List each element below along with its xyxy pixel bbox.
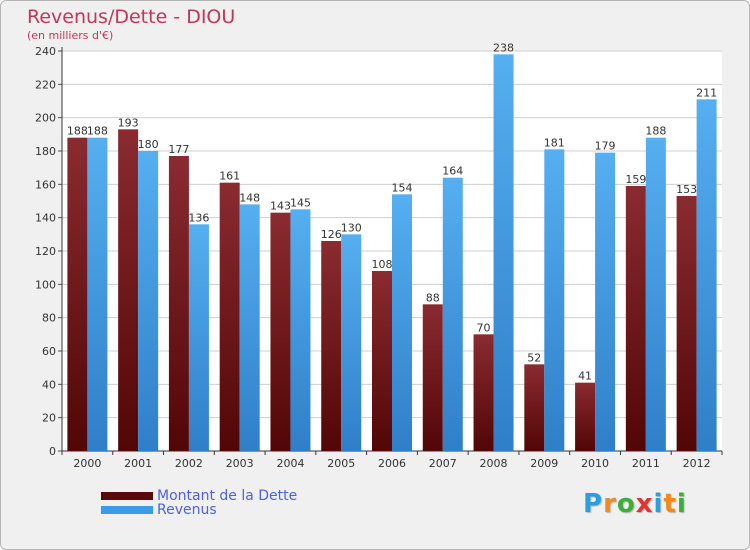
x-tick-label: 2009 xyxy=(530,457,558,470)
y-tick-label: 140 xyxy=(35,212,56,225)
bar-dette xyxy=(422,304,443,451)
data-label-dette: 161 xyxy=(219,170,240,183)
proxiti-logo: Proxiti xyxy=(583,489,687,519)
y-tick-label: 120 xyxy=(35,245,56,258)
x-tick-label: 2006 xyxy=(378,457,406,470)
bar-revenus xyxy=(87,137,108,451)
bar-revenus xyxy=(392,194,412,452)
legend-label-dette: Montant de la Dette xyxy=(157,488,298,504)
bar-revenus xyxy=(239,204,260,451)
x-tick-label: 2004 xyxy=(276,457,304,470)
bar-revenus xyxy=(138,151,159,451)
bar-revenus xyxy=(188,224,209,451)
data-label-dette: 177 xyxy=(168,143,189,156)
bar-revenus xyxy=(290,209,311,451)
data-label-revenus: 130 xyxy=(341,221,362,234)
data-label-dette: 193 xyxy=(118,116,139,129)
x-tick-label: 2003 xyxy=(226,457,254,470)
x-tick-label: 2011 xyxy=(632,457,660,470)
data-label-dette: 41 xyxy=(578,370,592,383)
y-tick-label: 100 xyxy=(35,278,56,291)
data-label-revenus: 145 xyxy=(290,196,311,209)
bar-dette xyxy=(219,182,240,451)
x-tick-label: 2008 xyxy=(480,457,508,470)
data-label-dette: 88 xyxy=(426,291,440,304)
data-label-revenus: 164 xyxy=(442,165,463,178)
x-tick-label: 2000 xyxy=(73,457,101,470)
bar-dette xyxy=(168,156,189,451)
data-label-dette: 70 xyxy=(477,321,491,334)
bar-revenus xyxy=(544,149,565,452)
y-tick-label: 60 xyxy=(42,345,56,358)
legend-swatch-revenus xyxy=(101,506,153,514)
data-label-dette: 108 xyxy=(372,258,393,271)
x-tick-label: 2001 xyxy=(124,457,152,470)
bar-dette xyxy=(524,364,545,451)
x-tick-label: 2005 xyxy=(327,457,355,470)
legend-label-revenus: Revenus xyxy=(157,502,217,518)
bar-dette xyxy=(575,382,596,451)
y-tick-label: 180 xyxy=(35,145,56,158)
data-label-revenus: 238 xyxy=(493,41,514,54)
bar-dette xyxy=(625,186,646,451)
data-label-revenus: 211 xyxy=(696,86,717,99)
legend-item-dette: Montant de la Dette xyxy=(101,488,298,504)
bar-revenus xyxy=(341,234,362,451)
data-label-revenus: 136 xyxy=(188,211,209,224)
chart-subtitle: (en milliers d'€) xyxy=(27,29,114,42)
x-tick-label: 2007 xyxy=(429,457,457,470)
bar-revenus xyxy=(595,152,616,451)
bar-revenus xyxy=(442,177,463,451)
legend-item-revenus: Revenus xyxy=(101,502,217,518)
data-label-revenus: 180 xyxy=(138,138,159,151)
data-label-dette: 143 xyxy=(270,200,291,213)
legend-swatch-dette xyxy=(101,492,153,500)
chart-title: Revenus/Dette - DIOU xyxy=(27,6,236,28)
data-label-revenus: 188 xyxy=(645,125,666,138)
y-tick-label: 40 xyxy=(42,378,56,391)
y-tick-label: 20 xyxy=(42,412,56,425)
bar-dette xyxy=(473,334,494,451)
data-label-dette: 126 xyxy=(321,228,342,241)
x-tick-label: 2002 xyxy=(175,457,203,470)
data-label-revenus: 148 xyxy=(239,191,260,204)
y-tick-label: 0 xyxy=(49,445,56,458)
data-label-revenus: 179 xyxy=(595,140,616,153)
y-tick-label: 220 xyxy=(35,78,56,91)
data-label-revenus: 188 xyxy=(87,125,108,138)
y-tick-label: 200 xyxy=(35,112,56,125)
bar-dette xyxy=(67,137,88,451)
y-tick-label: 160 xyxy=(35,178,56,191)
data-label-dette: 188 xyxy=(67,125,88,138)
bar-dette xyxy=(321,241,342,451)
bar-revenus xyxy=(645,137,666,451)
bar-dette xyxy=(118,129,139,452)
bar-dette xyxy=(372,271,392,451)
bar-revenus xyxy=(493,54,514,451)
y-tick-label: 240 xyxy=(35,45,56,58)
data-label-revenus: 154 xyxy=(392,181,413,194)
y-tick-label: 80 xyxy=(42,312,56,325)
x-tick-label: 2012 xyxy=(683,457,711,470)
bar-dette xyxy=(676,196,697,451)
data-label-revenus: 181 xyxy=(544,136,565,149)
data-label-dette: 52 xyxy=(527,351,541,364)
data-label-dette: 159 xyxy=(625,173,646,186)
bar-revenus xyxy=(696,99,717,451)
x-tick-label: 2010 xyxy=(581,457,609,470)
data-label-dette: 153 xyxy=(676,183,697,196)
bar-dette xyxy=(270,212,291,451)
